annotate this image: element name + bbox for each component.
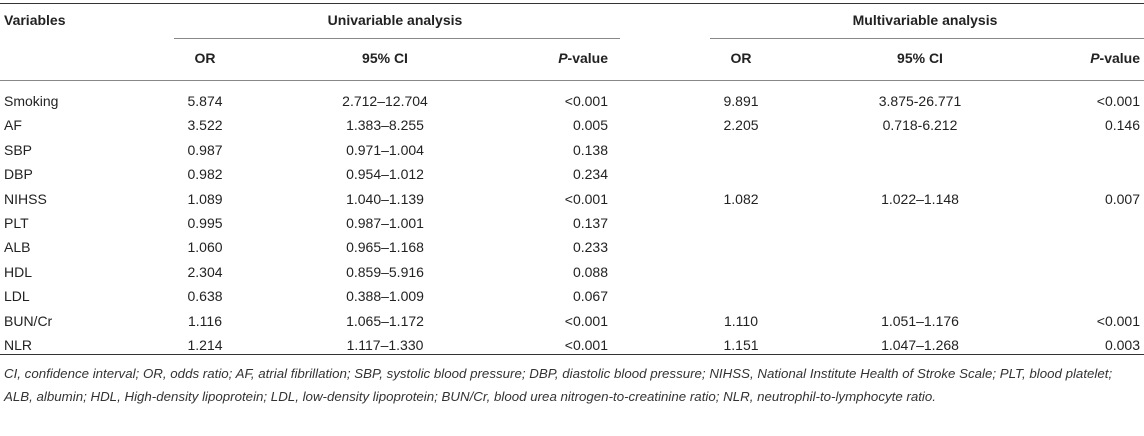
cell-uni-or: 5.874 bbox=[187, 93, 223, 109]
header-multivariable: Multivariable analysis bbox=[852, 12, 998, 28]
cell-multi-ci: 1.022–1.148 bbox=[881, 191, 959, 207]
cell-uni-p: 0.005 bbox=[572, 117, 608, 133]
cell-uni-ci: 1.383–8.255 bbox=[346, 117, 424, 133]
cell-uni-or: 1.214 bbox=[187, 337, 223, 353]
cell-uni-p: 0.234 bbox=[572, 166, 608, 182]
cell-multi-p: 0.003 bbox=[1104, 337, 1140, 353]
cell-variable: SBP bbox=[4, 142, 33, 158]
cell-uni-ci: 0.388–1.009 bbox=[346, 288, 424, 304]
cell-multi-ci: 1.051–1.176 bbox=[881, 313, 959, 329]
cell-uni-p: 0.233 bbox=[572, 239, 608, 255]
cell-multi-or: 1.082 bbox=[723, 191, 759, 207]
cell-uni-ci: 0.987–1.001 bbox=[346, 215, 424, 231]
cell-uni-p: <0.001 bbox=[564, 93, 608, 109]
cell-multi-p: <0.001 bbox=[1096, 313, 1140, 329]
cell-multi-or: 9.891 bbox=[723, 93, 759, 109]
cell-uni-p: 0.067 bbox=[572, 288, 608, 304]
cell-uni-or: 2.304 bbox=[187, 264, 223, 280]
cell-variable: NLR bbox=[4, 337, 33, 353]
cell-uni-p: <0.001 bbox=[564, 313, 608, 329]
cell-uni-ci: 0.954–1.012 bbox=[346, 166, 424, 182]
cell-uni-ci: 0.971–1.004 bbox=[346, 142, 424, 158]
header-bottom-rule bbox=[0, 80, 1144, 81]
cell-multi-ci: 0.718-6.212 bbox=[882, 117, 958, 133]
cell-uni-or: 3.522 bbox=[187, 117, 223, 133]
multivariable-underline bbox=[710, 38, 1144, 39]
header-variables: Variables bbox=[4, 12, 66, 28]
cell-uni-p: 0.137 bbox=[572, 215, 608, 231]
cell-uni-or: 0.987 bbox=[187, 142, 223, 158]
cell-variable: BUN/Cr bbox=[4, 313, 53, 329]
header-univariable: Univariable analysis bbox=[327, 12, 463, 28]
cell-uni-or: 0.995 bbox=[187, 215, 223, 231]
multi-or-header: OR bbox=[730, 50, 752, 66]
cell-multi-ci: 3.875-26.771 bbox=[878, 93, 962, 109]
multi-p-header: P-value bbox=[1090, 50, 1140, 66]
cell-uni-or: 1.116 bbox=[188, 313, 222, 329]
cell-uni-ci: 2.712–12.704 bbox=[342, 93, 428, 109]
table-top-rule bbox=[0, 3, 1144, 4]
cell-variable: DBP bbox=[4, 166, 33, 182]
table-bottom-rule bbox=[0, 354, 1144, 355]
cell-uni-p: <0.001 bbox=[564, 191, 608, 207]
cell-uni-ci: 1.117–1.330 bbox=[346, 337, 424, 353]
cell-uni-ci: 1.040–1.139 bbox=[346, 191, 424, 207]
cell-multi-p: 0.007 bbox=[1104, 191, 1140, 207]
uni-p-header: P-value bbox=[558, 50, 608, 66]
uni-ci-header: 95% CI bbox=[362, 50, 408, 66]
table-footnote: CI, confidence interval; OR, odds ratio;… bbox=[4, 366, 1113, 404]
cell-uni-or: 0.982 bbox=[187, 166, 223, 182]
multi-ci-header: 95% CI bbox=[897, 50, 943, 66]
univariable-underline bbox=[174, 38, 620, 39]
uni-or-header: OR bbox=[194, 50, 216, 66]
cell-uni-p: <0.001 bbox=[564, 337, 608, 353]
cell-variable: LDL bbox=[4, 288, 30, 304]
cell-uni-p: 0.088 bbox=[572, 264, 608, 280]
cell-variable: PLT bbox=[4, 215, 29, 231]
cell-uni-or: 1.060 bbox=[187, 239, 223, 255]
cell-multi-or: 2.205 bbox=[723, 117, 759, 133]
cell-variable: Smoking bbox=[4, 93, 59, 109]
cell-multi-p: <0.001 bbox=[1096, 93, 1140, 109]
cell-multi-p: 0.146 bbox=[1104, 117, 1140, 133]
cell-uni-p: 0.138 bbox=[572, 142, 608, 158]
cell-multi-ci: 1.047–1.268 bbox=[881, 337, 959, 353]
cell-multi-or: 1.110 bbox=[724, 313, 758, 329]
cell-uni-ci: 0.965–1.168 bbox=[346, 239, 424, 255]
cell-uni-or: 0.638 bbox=[187, 288, 223, 304]
cell-multi-or: 1.151 bbox=[723, 337, 759, 353]
cell-variable: AF bbox=[4, 117, 22, 133]
cell-variable: HDL bbox=[4, 264, 33, 280]
cell-variable: ALB bbox=[4, 239, 31, 255]
cell-uni-ci: 0.859–5.916 bbox=[346, 264, 424, 280]
cell-uni-or: 1.089 bbox=[187, 191, 223, 207]
cell-uni-ci: 1.065–1.172 bbox=[346, 313, 424, 329]
cell-variable: NIHSS bbox=[4, 191, 47, 207]
